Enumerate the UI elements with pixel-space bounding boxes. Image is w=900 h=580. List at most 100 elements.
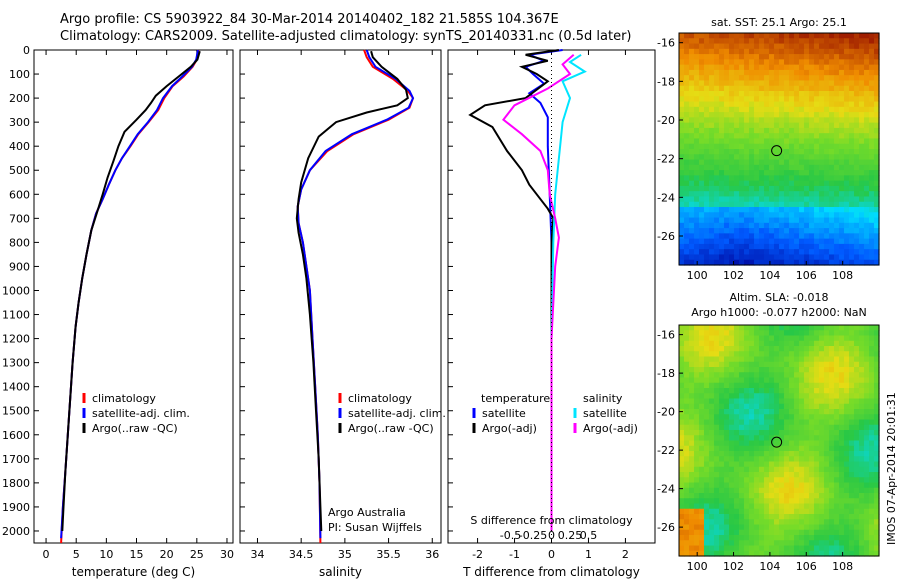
sla_map-cell [819, 356, 825, 363]
sst_map-cell [729, 85, 735, 92]
sst_map-cell [794, 164, 800, 171]
sst_map-cell [829, 54, 835, 60]
sla_map-cell [749, 388, 755, 394]
sla_map-cell [834, 472, 840, 478]
sla_map-cell [854, 482, 860, 489]
sst_map-cell [819, 38, 825, 45]
sla_map-cell [804, 456, 810, 463]
sst_map-cell [684, 207, 690, 213]
sla_map-cell [719, 466, 725, 473]
sst_map-cell [829, 149, 835, 155]
sst_map-cell [829, 85, 835, 92]
sla_map-cell [864, 330, 870, 337]
sst_map-cell [874, 106, 880, 113]
sst_map-cell [744, 149, 750, 155]
sla_map-cell [679, 477, 685, 484]
sla_map-cell [849, 498, 855, 505]
sst_map-cell [804, 64, 810, 71]
sst_map-cell [834, 138, 840, 145]
sst_map-cell [744, 228, 750, 234]
sst_map-cell [694, 33, 700, 39]
sst_map-cell [754, 254, 760, 261]
sst_map-cell [834, 212, 840, 219]
sla_map-cell [844, 498, 850, 505]
sst_map-cell [779, 127, 785, 134]
sla_map-cell [814, 430, 820, 436]
sla_map-cell [794, 498, 800, 505]
sla_map-cell [779, 424, 785, 431]
sst_map-cell [729, 180, 735, 187]
sla_map-cell [744, 472, 750, 478]
sla_map-cell [804, 529, 810, 536]
sst_map-cell [744, 154, 750, 161]
sst_map-cell [874, 101, 880, 108]
sla_map-cell [799, 503, 805, 510]
sla_map-cell [744, 424, 750, 431]
sla_map-cell [864, 545, 870, 552]
temperature-ytick-label: 1400 [2, 381, 30, 394]
sla_map-xtick-label: 108 [832, 560, 853, 573]
sst_map-cell [864, 233, 870, 240]
sst_map-cell [779, 201, 785, 208]
sla_map-cell [824, 445, 830, 452]
sst_map-cell [799, 207, 805, 213]
sst_map-cell [729, 117, 735, 124]
sst_map-cell [869, 133, 875, 140]
sla_map-cell [694, 398, 700, 405]
sla_map-cell [709, 377, 715, 384]
difference-series-t-satellite [523, 49, 563, 531]
sla_map-cell [679, 367, 685, 373]
sst_map-cell [719, 38, 725, 45]
sla_map-cell [724, 519, 730, 526]
sla_map-cell [854, 524, 860, 531]
sla_map-cell [779, 398, 785, 405]
sst_map-cell [684, 259, 690, 266]
sst_map-cell [749, 117, 755, 124]
sla_map-cell [729, 403, 735, 410]
sla_map-cell [794, 325, 800, 331]
sst_map-cell [784, 217, 790, 224]
sst_map-cell [699, 243, 705, 250]
sst_map-cell [839, 217, 845, 224]
sla_map-cell [704, 335, 710, 342]
sla_map-cell [869, 550, 875, 557]
sla_map-cell [779, 545, 785, 552]
sla_map-cell [874, 456, 880, 463]
sla_map-cell [839, 519, 845, 526]
sla_map-cell [874, 440, 880, 447]
sst_map-cell [679, 201, 685, 208]
sst_map-cell [769, 43, 775, 50]
sst_map-cell [854, 85, 860, 92]
sst_map-cell [699, 217, 705, 224]
sst_map-cell [809, 212, 815, 219]
sst_map-cell [804, 207, 810, 213]
sla_map-cell [704, 424, 710, 431]
sla_map-cell [679, 529, 685, 536]
sla_map-cell [824, 430, 830, 436]
sst_map-cell [779, 48, 785, 55]
sla_map-cell [684, 430, 690, 436]
sla_map-cell [684, 351, 690, 358]
sst_map-cell [739, 196, 745, 203]
sst_map-cell [819, 238, 825, 245]
sla_map-cell [734, 440, 740, 447]
sst_map-cell [809, 122, 815, 129]
sst_map-cell [689, 127, 695, 134]
sla_map-cell [864, 519, 870, 526]
sst_map-cell [729, 80, 735, 87]
sla_map-cell [759, 430, 765, 436]
sla_map-cell [769, 508, 775, 515]
sst_map-cell [739, 164, 745, 171]
sst_map-cell [739, 175, 745, 182]
sst_map-cell [714, 159, 720, 166]
sla_map-cell [859, 340, 865, 347]
sla_map-cell [729, 456, 735, 463]
sla_map-cell [874, 477, 880, 484]
sst_map-cell [869, 101, 875, 108]
sla_map-cell [754, 493, 760, 499]
sla_map-cell [834, 398, 840, 405]
sla_map-cell [739, 508, 745, 515]
sst_map-cell [849, 154, 855, 161]
sst_map-cell [739, 185, 745, 192]
sla_map-cell [869, 472, 875, 478]
